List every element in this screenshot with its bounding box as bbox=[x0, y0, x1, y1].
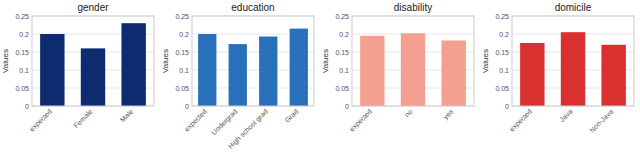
y-tick-label: 0.05 bbox=[15, 85, 29, 92]
y-tick-label: 0.2 bbox=[339, 31, 349, 38]
title: education bbox=[231, 2, 274, 13]
bar bbox=[360, 36, 384, 106]
y-tick-label: 0 bbox=[185, 103, 189, 110]
x-tick-label: Grad bbox=[284, 108, 300, 124]
y-tick-label: 0.1 bbox=[19, 67, 29, 74]
bar bbox=[259, 37, 277, 106]
bar bbox=[198, 34, 216, 106]
bar bbox=[290, 29, 308, 106]
bar bbox=[229, 44, 247, 106]
x-tick-label: Male bbox=[119, 108, 135, 124]
y-axis-label: Values bbox=[481, 49, 490, 73]
panel: disability Values 0 0.05 0.1 0.15 0.2 0.25 expec… bbox=[321, 2, 474, 134]
bar bbox=[81, 48, 105, 106]
y-tick-label: 0.25 bbox=[495, 13, 509, 20]
y-tick-label: 0.05 bbox=[335, 85, 349, 92]
title: gender bbox=[77, 2, 109, 13]
title: disability bbox=[394, 2, 432, 13]
bar bbox=[40, 34, 64, 106]
panel: domicile Values 0 0.05 0.1 0.15 0.2 0.25 expecte… bbox=[481, 2, 634, 134]
x-tick-label: Undergrad bbox=[210, 108, 239, 137]
plot-frame bbox=[352, 16, 474, 106]
y-tick-label: 0.15 bbox=[15, 49, 29, 56]
x-tick-label: expected bbox=[183, 108, 209, 134]
y-tick-label: 0.25 bbox=[175, 13, 189, 20]
y-tick-label: 0.1 bbox=[339, 67, 349, 74]
y-tick-label: 0.1 bbox=[179, 67, 189, 74]
bars bbox=[360, 33, 466, 106]
x-tick-label: Java bbox=[558, 108, 573, 123]
x-tick-label: expected bbox=[28, 108, 54, 134]
y-tick-label: 0.2 bbox=[19, 31, 29, 38]
bar bbox=[441, 40, 465, 106]
x-tick-label: yes bbox=[442, 107, 456, 121]
x-tick-label: expected bbox=[508, 108, 534, 134]
figure: gender Values 0 0.05 0.1 0.15 0.2 0.25 expected F… bbox=[0, 0, 640, 152]
plot-frame bbox=[192, 16, 314, 106]
y-tick-label: 0.25 bbox=[335, 13, 349, 20]
y-tick-label: 0.1 bbox=[499, 67, 509, 74]
bars bbox=[198, 29, 308, 106]
plot-frame bbox=[32, 16, 154, 106]
y-tick-label: 0 bbox=[345, 103, 349, 110]
y-tick-label: 0.15 bbox=[175, 49, 189, 56]
bar bbox=[401, 33, 425, 106]
bar bbox=[121, 23, 145, 106]
y-tick-label: 0 bbox=[25, 103, 29, 110]
panel: gender Values 0 0.05 0.1 0.15 0.2 0.25 expected F… bbox=[1, 2, 154, 134]
y-axis-label: Values bbox=[1, 49, 10, 73]
y-axis-label: Values bbox=[321, 49, 330, 73]
bar bbox=[561, 32, 585, 106]
bars bbox=[520, 32, 626, 106]
y-tick-label: 0.05 bbox=[175, 85, 189, 92]
y-tick-label: 0.05 bbox=[495, 85, 509, 92]
panel: education Values 0 0.05 0.1 0.15 0.2 0.25 expect… bbox=[161, 2, 314, 151]
bars bbox=[40, 23, 146, 106]
y-tick-label: 0 bbox=[505, 103, 509, 110]
bar bbox=[520, 43, 544, 106]
plot-frame bbox=[512, 16, 634, 106]
x-tick-label: High school grad bbox=[227, 108, 270, 151]
y-tick-label: 0.25 bbox=[15, 13, 29, 20]
y-tick-label: 0.15 bbox=[335, 49, 349, 56]
x-tick-label: expected bbox=[348, 108, 374, 134]
x-tick-label: no bbox=[403, 108, 414, 119]
x-tick-label: Non-Java bbox=[588, 108, 614, 134]
y-axis-label: Values bbox=[161, 49, 170, 73]
title: domicile bbox=[555, 2, 592, 13]
y-tick-label: 0.2 bbox=[179, 31, 189, 38]
x-tick-label: Female bbox=[72, 108, 94, 130]
bar bbox=[601, 45, 625, 106]
y-tick-label: 0.2 bbox=[499, 31, 509, 38]
y-tick-label: 0.15 bbox=[495, 49, 509, 56]
